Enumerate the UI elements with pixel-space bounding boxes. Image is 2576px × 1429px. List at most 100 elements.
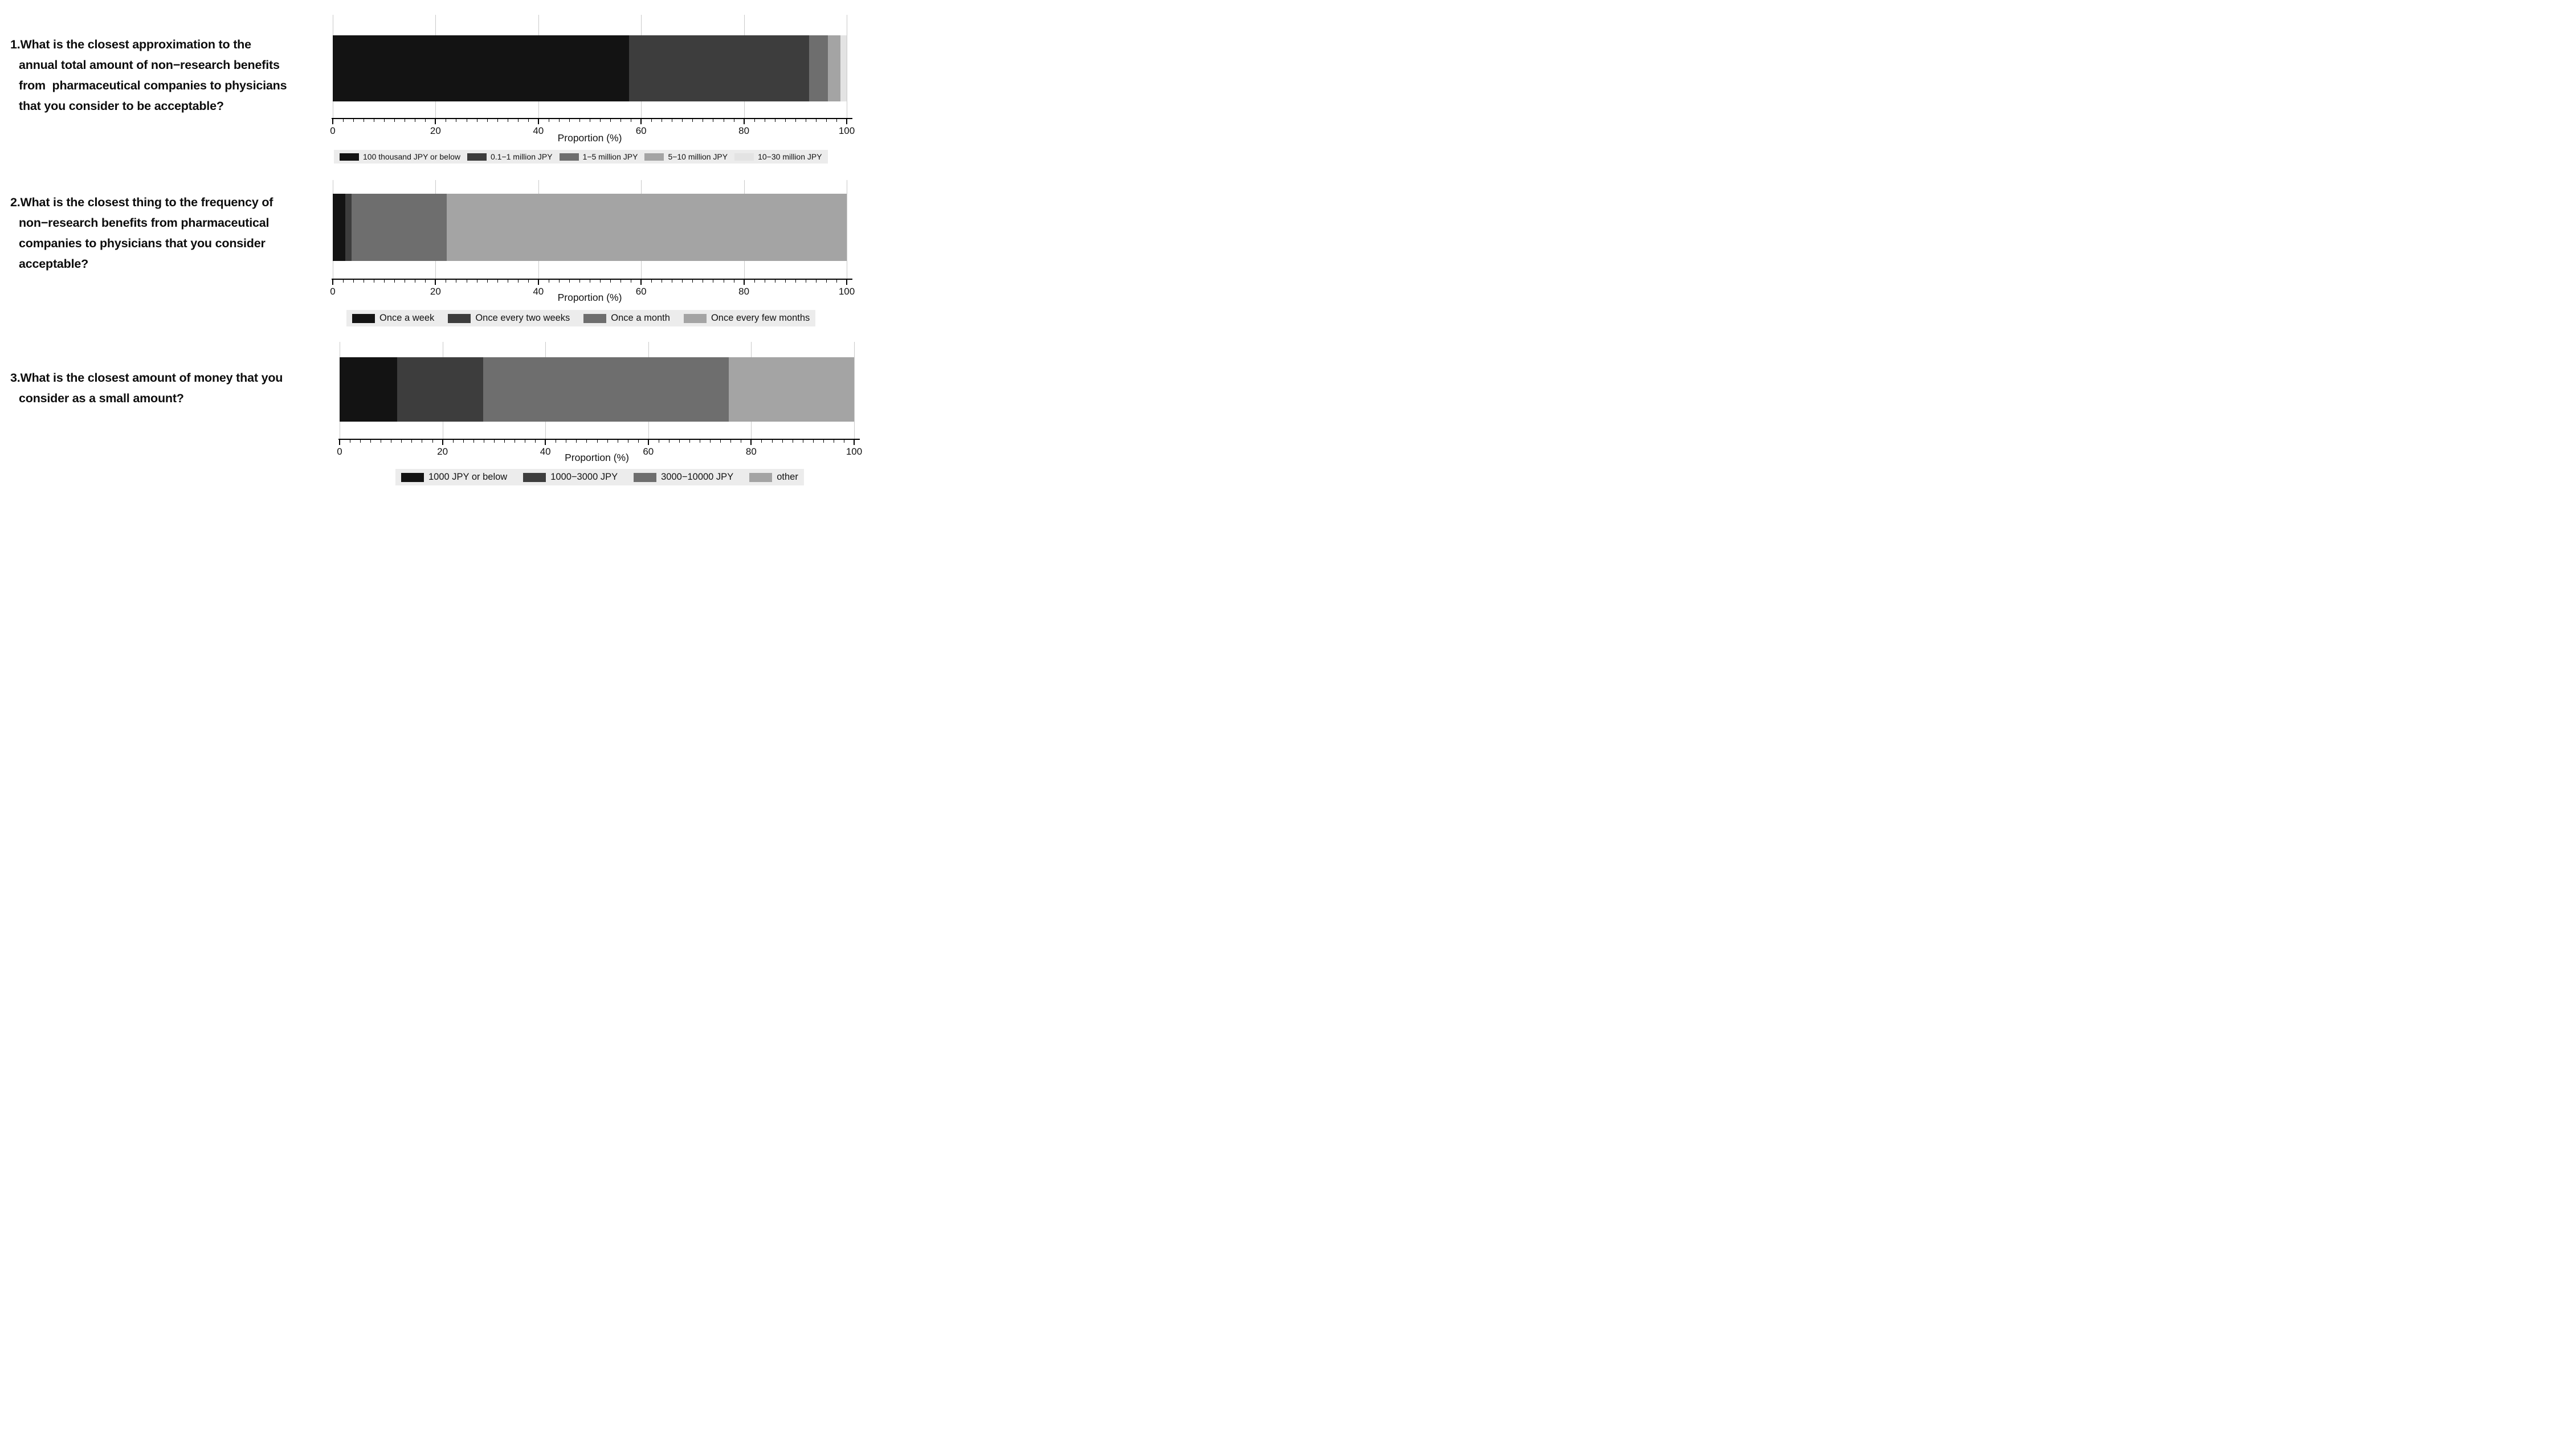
x-axis-minor-tick (497, 279, 498, 283)
legend-label: 3000−10000 JPY (661, 472, 734, 482)
x-axis-minor-tick (528, 119, 529, 122)
x-axis-minor-tick (343, 279, 344, 283)
x-axis-minor-tick (836, 279, 837, 283)
x-axis-minor-tick (785, 119, 786, 122)
question-line: non−research benefits from pharmaceutica… (19, 216, 270, 230)
x-axis-major-tick (332, 119, 333, 124)
legend-item: 100 thousand JPY or below (340, 152, 460, 161)
x-axis-minor-tick (730, 439, 732, 443)
bar-segment (340, 357, 398, 422)
x-axis-minor-tick (343, 119, 344, 122)
x-axis-major-tick (545, 439, 546, 445)
x-axis-minor-tick (353, 279, 354, 283)
bar-segment (333, 194, 345, 261)
x-axis-tick-label: 20 (437, 446, 448, 457)
x-axis-minor-tick (610, 279, 611, 283)
x-axis-major-tick (846, 279, 847, 285)
x-axis-minor-tick (682, 279, 683, 283)
legend-label: 100 thousand JPY or below (363, 152, 460, 161)
legend-label: 1000−3000 JPY (550, 472, 618, 482)
x-axis-minor-tick (558, 279, 560, 283)
x-axis-tick-label: 60 (635, 125, 647, 136)
x-axis-minor-tick (754, 279, 755, 283)
legend-item: Once a week (352, 313, 434, 324)
x-axis-minor-tick (651, 119, 652, 122)
legend-item: Once a month (583, 313, 670, 324)
legend-label: 0.1−1 million JPY (490, 152, 553, 161)
x-axis-minor-tick (360, 439, 361, 443)
x-axis-minor-tick (411, 439, 413, 443)
legend-label: Once a week (379, 313, 435, 323)
x-axis-minor-tick (535, 439, 536, 443)
x-axis-tick-label: 80 (745, 446, 757, 457)
legend-label: other (777, 472, 798, 482)
x-axis-minor-tick (682, 119, 683, 122)
x-axis-minor-tick (463, 439, 464, 443)
x-axis-line (338, 439, 860, 440)
x-axis-minor-tick (771, 439, 773, 443)
x-axis-minor-tick (473, 439, 474, 443)
x-axis-minor-tick (795, 119, 796, 122)
x-axis-tick-label: 100 (846, 446, 863, 457)
x-axis-minor-tick (425, 119, 426, 122)
question-line: acceptable? (19, 257, 89, 271)
legend-swatch (683, 313, 707, 323)
x-axis-tick-label: 40 (533, 286, 544, 297)
bar-segment (333, 35, 630, 101)
bar-segment (397, 357, 483, 422)
x-axis-major-tick (743, 279, 745, 285)
x-axis-tick-label: 100 (838, 125, 855, 136)
legend-swatch (559, 153, 579, 161)
bar-segment (629, 35, 810, 101)
legend-item: other (749, 472, 798, 483)
legend-item: 1−5 million JPY (559, 152, 638, 161)
x-axis-minor-tick (826, 119, 827, 122)
x-axis-tick-label: 60 (635, 286, 647, 297)
legend-swatch (583, 313, 607, 323)
x-axis-minor-tick (597, 439, 598, 443)
x-axis-major-tick (435, 279, 436, 285)
legend-label: 1−5 million JPY (582, 152, 638, 161)
x-axis-major-tick (537, 279, 539, 285)
bar-segment (840, 35, 847, 101)
legend-item: 5−10 million JPY (644, 152, 728, 161)
x-axis-minor-tick (600, 119, 601, 122)
x-axis-line (332, 279, 852, 280)
x-axis-minor-tick (370, 439, 372, 443)
x-axis-minor-tick (579, 119, 580, 122)
x-axis-minor-tick (720, 439, 721, 443)
x-axis-minor-tick (815, 119, 817, 122)
x-axis-tick-label: 0 (330, 125, 336, 136)
x-axis-minor-tick (795, 279, 796, 283)
x-axis-tick-label: 60 (643, 446, 654, 457)
x-axis-minor-tick (579, 279, 580, 283)
legend-item: 1000−3000 JPY (523, 472, 618, 483)
legend-item: 10−30 million JPY (734, 152, 822, 161)
x-axis-minor-tick (679, 439, 680, 443)
legend-item: 0.1−1 million JPY (467, 152, 553, 161)
x-axis-major-tick (640, 119, 642, 124)
x-axis-minor-tick (569, 279, 570, 283)
question-line: from pharmaceutical companies to physici… (19, 79, 287, 92)
x-axis-minor-tick (813, 439, 814, 443)
x-axis-major-tick (537, 119, 539, 124)
legend-item: 3000−10000 JPY (634, 472, 733, 483)
x-axis-minor-tick (576, 439, 577, 443)
x-axis-minor-tick (785, 279, 786, 283)
x-axis-major-tick (332, 279, 333, 285)
x-axis-minor-tick (487, 119, 488, 122)
gridline (854, 342, 855, 439)
x-axis-major-tick (339, 439, 340, 445)
x-axis-tick-label: 20 (430, 286, 441, 297)
x-axis-tick-label: 40 (533, 125, 544, 136)
question-line: 2.What is the closest thing to the frequ… (10, 195, 273, 209)
legend-swatch (749, 472, 773, 482)
x-axis-minor-tick (432, 439, 433, 443)
question-line: consider as a small amount? (19, 391, 184, 405)
x-axis-minor-tick (425, 279, 426, 283)
legend-label: 10−30 million JPY (758, 152, 822, 161)
x-axis-major-tick (442, 439, 443, 445)
x-axis-label: Proportion (%) (557, 292, 622, 303)
x-axis-minor-tick (487, 279, 488, 283)
x-axis-minor-tick (754, 119, 755, 122)
